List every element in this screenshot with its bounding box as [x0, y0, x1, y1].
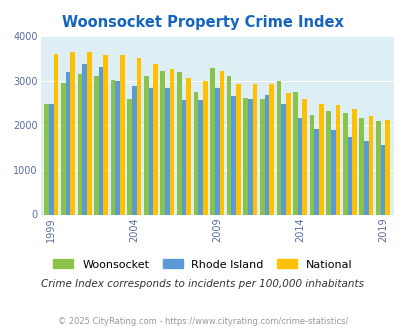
- Bar: [210, 68, 214, 214]
- Bar: [330, 130, 335, 214]
- Bar: [202, 81, 207, 214]
- Bar: [66, 72, 70, 214]
- Bar: [358, 118, 363, 214]
- Bar: [181, 100, 186, 214]
- Bar: [120, 54, 124, 214]
- Bar: [87, 52, 91, 214]
- Text: © 2025 CityRating.com - https://www.cityrating.com/crime-statistics/: © 2025 CityRating.com - https://www.city…: [58, 317, 347, 326]
- Bar: [313, 129, 318, 214]
- Bar: [342, 113, 347, 214]
- Bar: [219, 71, 224, 215]
- Bar: [347, 137, 351, 214]
- Bar: [82, 64, 87, 214]
- Bar: [231, 96, 236, 214]
- Bar: [226, 77, 231, 215]
- Bar: [186, 78, 190, 214]
- Bar: [302, 99, 306, 214]
- Bar: [193, 92, 198, 214]
- Bar: [292, 92, 297, 214]
- Bar: [243, 98, 247, 214]
- Bar: [309, 115, 313, 214]
- Bar: [326, 111, 330, 214]
- Bar: [44, 105, 49, 214]
- Bar: [49, 104, 53, 214]
- Bar: [70, 52, 75, 214]
- Bar: [236, 83, 240, 214]
- Bar: [148, 87, 153, 214]
- Bar: [285, 93, 290, 214]
- Bar: [276, 81, 281, 214]
- Text: Woonsocket Property Crime Index: Woonsocket Property Crime Index: [62, 15, 343, 30]
- Bar: [198, 100, 202, 214]
- Bar: [177, 72, 181, 215]
- Bar: [111, 80, 115, 214]
- Bar: [169, 69, 174, 215]
- Bar: [247, 99, 252, 214]
- Bar: [368, 116, 373, 214]
- Bar: [297, 118, 302, 214]
- Bar: [269, 84, 273, 214]
- Bar: [127, 99, 132, 214]
- Bar: [160, 71, 165, 214]
- Bar: [132, 86, 136, 214]
- Legend: Woonsocket, Rhode Island, National: Woonsocket, Rhode Island, National: [49, 255, 356, 274]
- Bar: [165, 87, 169, 214]
- Bar: [264, 95, 269, 214]
- Bar: [363, 141, 368, 214]
- Bar: [259, 99, 264, 214]
- Bar: [380, 145, 384, 214]
- Bar: [351, 109, 356, 214]
- Bar: [136, 58, 141, 214]
- Bar: [77, 74, 82, 215]
- Bar: [375, 121, 380, 214]
- Bar: [94, 76, 98, 214]
- Bar: [281, 104, 285, 214]
- Bar: [61, 83, 66, 214]
- Bar: [214, 88, 219, 214]
- Bar: [103, 54, 108, 214]
- Bar: [335, 105, 339, 214]
- Bar: [98, 68, 103, 214]
- Bar: [318, 104, 323, 214]
- Bar: [252, 83, 257, 214]
- Bar: [115, 81, 120, 214]
- Bar: [153, 64, 158, 214]
- Bar: [143, 76, 148, 215]
- Text: Crime Index corresponds to incidents per 100,000 inhabitants: Crime Index corresponds to incidents per…: [41, 279, 364, 289]
- Bar: [384, 120, 389, 214]
- Bar: [53, 54, 58, 214]
